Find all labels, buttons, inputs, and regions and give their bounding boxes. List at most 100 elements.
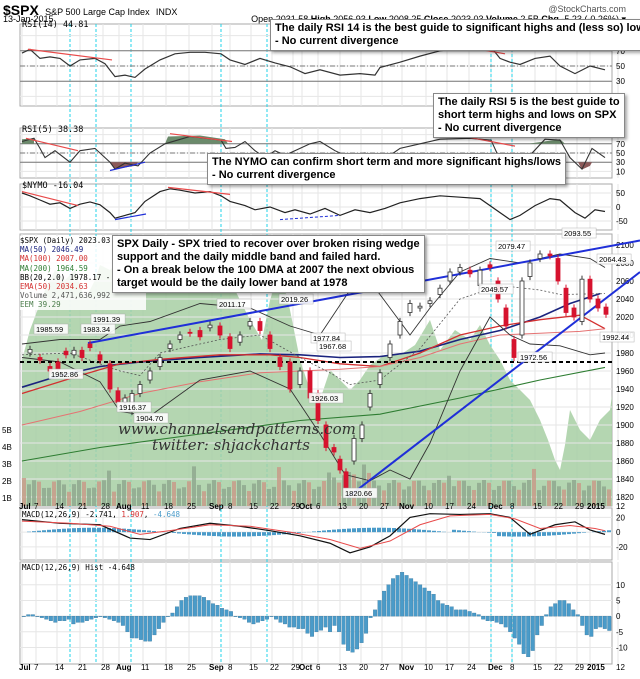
x-axis-label: 21: [78, 502, 87, 511]
note-line: target would be the daily lower band at …: [117, 277, 348, 289]
svg-text:1916.37: 1916.37: [119, 403, 146, 412]
svg-text:-10: -10: [616, 643, 628, 652]
x-axis-label: Jul: [19, 502, 31, 511]
x-axis-label: Aug: [116, 663, 132, 672]
index-name: S&P 500 Large Cap Index: [45, 7, 150, 17]
rsi14-title: RSI(14) 44.81: [22, 20, 89, 30]
x-axis-label: 10: [424, 663, 433, 672]
svg-text:1983.34: 1983.34: [83, 325, 110, 334]
svg-text:70: 70: [616, 140, 625, 149]
svg-text:1920: 1920: [616, 403, 634, 412]
x-axis-label: 6: [316, 663, 321, 672]
svg-text:1900: 1900: [616, 421, 634, 430]
price-title: $SPX (Daily) 2023.03: [20, 236, 111, 245]
x-axis-label: 27: [380, 502, 389, 511]
x-axis-label: 7: [34, 502, 39, 511]
x-axis-label: 2015: [587, 502, 605, 511]
x-axis-label: 15: [249, 502, 258, 511]
svg-text:1940: 1940: [616, 385, 634, 394]
x-axis-label: 21: [78, 663, 87, 672]
svg-text:20: 20: [616, 513, 625, 522]
svg-text:1952.86: 1952.86: [51, 370, 78, 379]
svg-text:1977.84: 1977.84: [313, 334, 340, 343]
note-line: short term highs and lows on SPX: [438, 109, 617, 121]
x-axis-label: 6: [316, 502, 321, 511]
x-axis-label: 2015: [587, 663, 605, 672]
svg-text:5B: 5B: [2, 426, 12, 435]
note-line: SPX Daily - SPX tried to recover over br…: [117, 238, 420, 250]
svg-text:1820: 1820: [616, 493, 634, 502]
x-axis-label: Sep: [209, 663, 224, 672]
legend-ma50: MA(50) 2046.49: [20, 245, 84, 255]
x-axis-label: 14: [55, 663, 64, 672]
x-axis-label: 27: [380, 663, 389, 672]
x-axis-label: 11: [141, 663, 150, 672]
svg-text:50: 50: [616, 62, 625, 71]
x-axis-label: 11: [141, 502, 150, 511]
x-axis-label: Oct: [299, 663, 313, 672]
x-axis-label: 17: [445, 663, 454, 672]
x-axis-label: 20: [359, 502, 368, 511]
x-axis-label: Aug: [116, 502, 132, 511]
svg-text:30: 30: [616, 77, 625, 86]
x-axis-label: Dec: [488, 663, 503, 672]
svg-text:50: 50: [616, 189, 625, 198]
svg-text:1980: 1980: [616, 349, 634, 358]
symbol: $SPX: [3, 2, 39, 18]
svg-text:1926.03: 1926.03: [311, 394, 338, 403]
x-axis-label: Nov: [399, 663, 415, 672]
note-rsi14: The daily RSI 14 is the best guide to si…: [270, 19, 640, 51]
x-axis-label: 13: [338, 502, 347, 511]
svg-text:1904.70: 1904.70: [136, 414, 163, 423]
macd-signal-value: 1.907: [121, 510, 144, 519]
x-axis-label: 20: [359, 663, 368, 672]
svg-text:1985.59: 1985.59: [36, 325, 63, 334]
svg-text:1840: 1840: [616, 475, 634, 484]
svg-text:1B: 1B: [2, 494, 12, 503]
x-axis-label: 8: [228, 663, 233, 672]
svg-text:0: 0: [616, 203, 621, 212]
svg-text:4B: 4B: [2, 443, 12, 452]
legend-volume: Volume 2,471,636,992: [20, 291, 111, 301]
x-axis-label: 28: [101, 502, 110, 511]
x-axis-label: 10: [424, 502, 433, 511]
chart-date: 13-Jan-2015: [3, 14, 54, 24]
x-axis-label: 18: [164, 502, 173, 511]
svg-text:1860: 1860: [616, 457, 634, 466]
x-axis-label: 25: [187, 502, 196, 511]
copyright: @StockCharts.com: [548, 4, 626, 14]
svg-text:2011.17: 2011.17: [219, 300, 246, 309]
x-axis-label: 29: [575, 502, 584, 511]
macd-hist-title: MACD(12,26,9) Hist -4.648: [22, 563, 135, 572]
svg-text:10: 10: [616, 581, 625, 590]
svg-text:3B: 3B: [2, 460, 12, 469]
x-axis-label: 29: [575, 663, 584, 672]
x-axis-label: 12: [616, 663, 625, 672]
legend-eem: EEM 39.29: [20, 300, 61, 310]
note-line: - On a break below the 100 DMA at 2007 t…: [117, 264, 415, 276]
svg-text:1960: 1960: [616, 367, 634, 376]
svg-text:1972.56: 1972.56: [520, 353, 547, 362]
macd-sep: ,: [143, 510, 153, 519]
note-nymo: The NYMO can confirm short term and more…: [207, 153, 566, 185]
x-axis-label: 8: [228, 502, 233, 511]
note-line: The daily RSI 5 is the best guide to: [438, 96, 620, 108]
svg-text:10: 10: [616, 167, 625, 176]
legend-bb: BB(20,2.0) 1978.17 - 2046.69: [20, 272, 147, 282]
svg-text:2049.57: 2049.57: [481, 285, 508, 294]
legend-ma200: MA(200) 1964.59: [20, 263, 88, 273]
x-axis-label: 13: [338, 663, 347, 672]
x-axis-label: 29: [291, 502, 300, 511]
x-axis-label: 14: [55, 502, 64, 511]
svg-text:2093.55: 2093.55: [564, 229, 591, 238]
note-spx: SPX Daily - SPX tried to recover over br…: [112, 235, 425, 293]
chart-title: $SPX S&P 500 Large Cap Index INDX: [3, 2, 177, 18]
note-line: - No current divergence: [212, 169, 336, 181]
x-axis-label: 25: [187, 663, 196, 672]
nymo-title: $NYMO -16.04: [22, 181, 84, 191]
note-line: The NYMO can confirm short term and more…: [212, 156, 561, 168]
svg-text:5: 5: [616, 596, 621, 605]
x-axis-label: 18: [164, 663, 173, 672]
svg-text:1967.68: 1967.68: [319, 342, 346, 351]
